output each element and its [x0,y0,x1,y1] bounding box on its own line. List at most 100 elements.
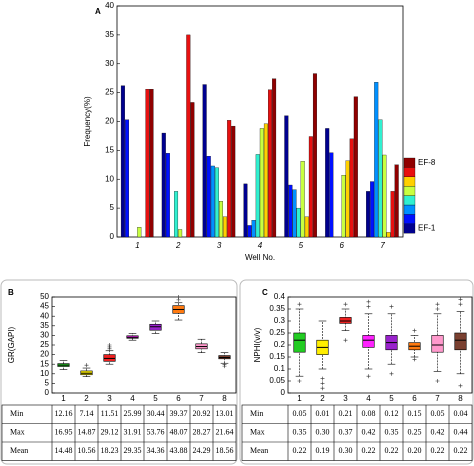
x-tick-label: 1 [135,241,139,250]
y-tick-label: 20 [40,350,49,359]
plot-frame [287,296,473,394]
legend-swatch [403,176,416,187]
y-tick-label: 35 [105,30,114,39]
table-frame [1,404,237,461]
legend-swatch [403,195,416,206]
y-axis-label: Frequency(%) [83,96,92,147]
outlier [176,295,181,299]
outlier [320,381,325,386]
table-row-label: Max [250,428,265,437]
bar [345,160,350,238]
bar [382,154,387,238]
table-cell: 0.42 [431,428,445,437]
bar [206,155,211,238]
y-tick-label: 0.1 [274,364,286,373]
bar [296,207,301,238]
bar [218,201,223,238]
bar [251,220,256,238]
x-tick-label: 6 [339,241,344,250]
table-cell: 0.22 [385,446,399,455]
table-cell: 30.44 [147,409,165,418]
x-tick-label: 6 [412,394,417,403]
y-tick-label: 0 [281,388,286,397]
y-tick-label: 0.35 [269,304,285,313]
bar [325,128,330,238]
bar [272,78,277,238]
y-tick-label: 0.25 [269,328,285,337]
table-cell: 14.87 [78,428,96,437]
y-tick-label: 40 [105,1,114,10]
table-cell: 0.08 [362,409,376,418]
outlier [435,302,440,307]
box [339,317,352,324]
bar [202,84,207,238]
table-cell: 34.36 [147,446,165,455]
y-tick-label: 35 [40,321,49,330]
y-tick-label: 0.4 [274,292,286,301]
bar [227,120,232,238]
outlier [297,379,302,383]
bar [378,119,383,238]
y-tick-label: 0 [45,388,50,397]
outlier [458,383,463,388]
y-tick-label: 20 [105,117,114,126]
table-cell: 18.56 [216,446,234,455]
bar [247,225,252,238]
bar [304,216,309,238]
bar [149,89,154,238]
outlier [389,371,394,376]
table-cell: 0.22 [431,446,445,455]
bar [259,128,264,238]
outlier [297,302,302,307]
y-tick-label: 15 [105,145,114,154]
panel-frame [0,279,238,465]
y-tick-label: 0.2 [274,340,286,349]
table-cell: 48.07 [170,428,188,437]
table-cell: 0.22 [454,446,468,455]
table-cell: 0.19 [316,446,330,455]
x-tick-label: 8 [458,394,463,403]
bar [374,82,379,238]
outlier [84,363,89,368]
x-tick-label: 2 [320,394,325,403]
table-row-label: Mean [10,446,28,455]
outlier [343,302,348,307]
legend-swatch [403,204,416,215]
table-cell: 18.23 [101,446,119,455]
table-cell: 0.35 [385,428,399,437]
x-tick-label: 1 [61,394,66,403]
outlier [366,374,371,379]
table-cell: 10.56 [78,446,96,455]
x-tick-label: 3 [107,394,112,403]
y-tick-label: 30 [105,59,114,68]
table-cell: 0.30 [316,428,330,437]
table-cell: 0.05 [431,409,445,418]
box [431,335,444,353]
outlier [458,302,463,307]
bar [284,115,289,238]
table-cell: 0.35 [293,428,307,437]
y-tick-label: 45 [40,302,49,311]
bar [366,191,371,238]
x-tick-label: 4 [258,241,263,250]
table-cell: 0.44 [454,428,468,437]
y-tick-label: 0 [110,232,115,241]
bar [231,125,236,238]
outlier [435,379,440,383]
bar [349,138,354,238]
box [362,335,375,348]
table-cell: 12.16 [55,409,73,418]
outlier [412,328,417,333]
x-tick-label: 7 [435,394,440,403]
outlier [366,304,371,309]
table-cell: 20.92 [193,409,211,418]
legend-swatch [403,157,416,168]
x-tick-label: 7 [380,241,385,250]
table-cell: 29.12 [101,428,119,437]
outlier [366,299,371,304]
bar [223,216,228,238]
y-tick-label: 15 [40,359,49,368]
bar [255,154,260,238]
table-cell: 0.20 [408,446,422,455]
plot-frame [51,296,237,394]
